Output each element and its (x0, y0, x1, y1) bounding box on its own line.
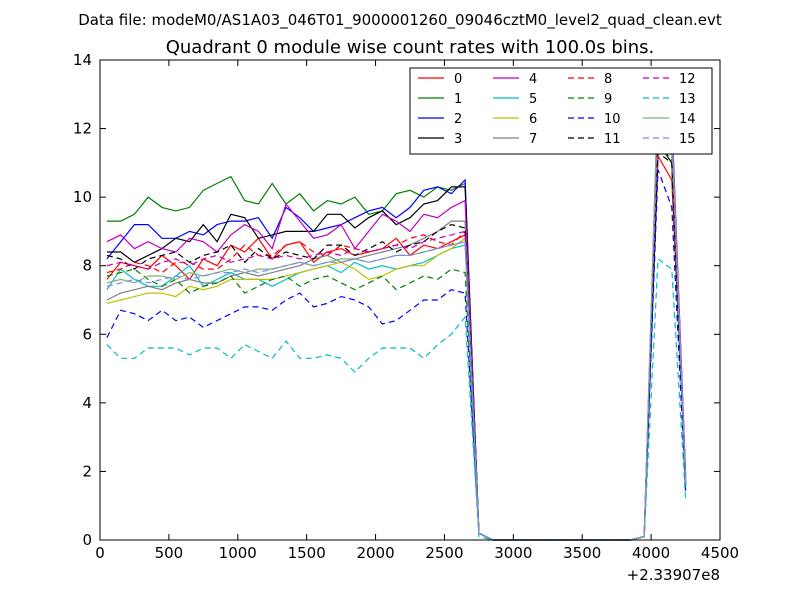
legend-label-0: 0 (454, 72, 462, 87)
x-tick-label: 4500 (701, 544, 739, 562)
legend-label-9: 9 (604, 92, 612, 107)
y-tick-label: 4 (82, 394, 92, 412)
legend-label-4: 4 (529, 72, 537, 87)
series-line-13 (106, 257, 687, 541)
y-tick-label: 12 (73, 120, 92, 138)
x-axis: 0 500 1000 1500 2000 2500 3000 3500 4000 4500 (95, 60, 739, 562)
y-tick-label: 0 (82, 531, 92, 549)
y-tick-label: 8 (82, 257, 92, 275)
legend-label-8: 8 (604, 72, 612, 87)
legend-label-12: 12 (679, 72, 696, 87)
chart-suptitle: Data file: modeM0/AS1A03_046T01_90000012… (78, 11, 722, 30)
chart-title: Quadrant 0 module wise count rates with … (166, 37, 655, 58)
y-tick-label: 2 (82, 462, 92, 480)
y-tick-label: 6 (82, 325, 92, 343)
y-tick-label: 10 (73, 188, 92, 206)
legend-label-15: 15 (679, 132, 696, 147)
x-tick-label: 4000 (632, 544, 670, 562)
x-tick-label: 1000 (219, 544, 257, 562)
x-tick-label: 500 (155, 544, 184, 562)
x-tick-label: 1500 (288, 544, 326, 562)
legend-label-1: 1 (454, 92, 462, 107)
legend-label-13: 13 (679, 92, 696, 107)
legend-box (409, 67, 713, 155)
legend-label-14: 14 (679, 112, 696, 127)
x-tick-label: 2500 (425, 544, 463, 562)
legend-label-3: 3 (454, 132, 462, 147)
x-tick-label: 0 (95, 544, 105, 562)
plot-frame (99, 59, 721, 541)
legend-label-6: 6 (529, 112, 537, 127)
x-tick-label: 3500 (563, 544, 601, 562)
x-tick-label: 2000 (356, 544, 394, 562)
legend-label-7: 7 (529, 132, 537, 147)
legend-label-10: 10 (604, 112, 621, 127)
x-offset-label: +2.33907e8 (627, 566, 720, 584)
y-tick-label: 14 (73, 51, 92, 69)
legend-label-5: 5 (529, 92, 537, 107)
legend-label-11: 11 (604, 132, 621, 147)
x-tick-label: 3000 (494, 544, 532, 562)
legend-label-2: 2 (454, 112, 462, 127)
